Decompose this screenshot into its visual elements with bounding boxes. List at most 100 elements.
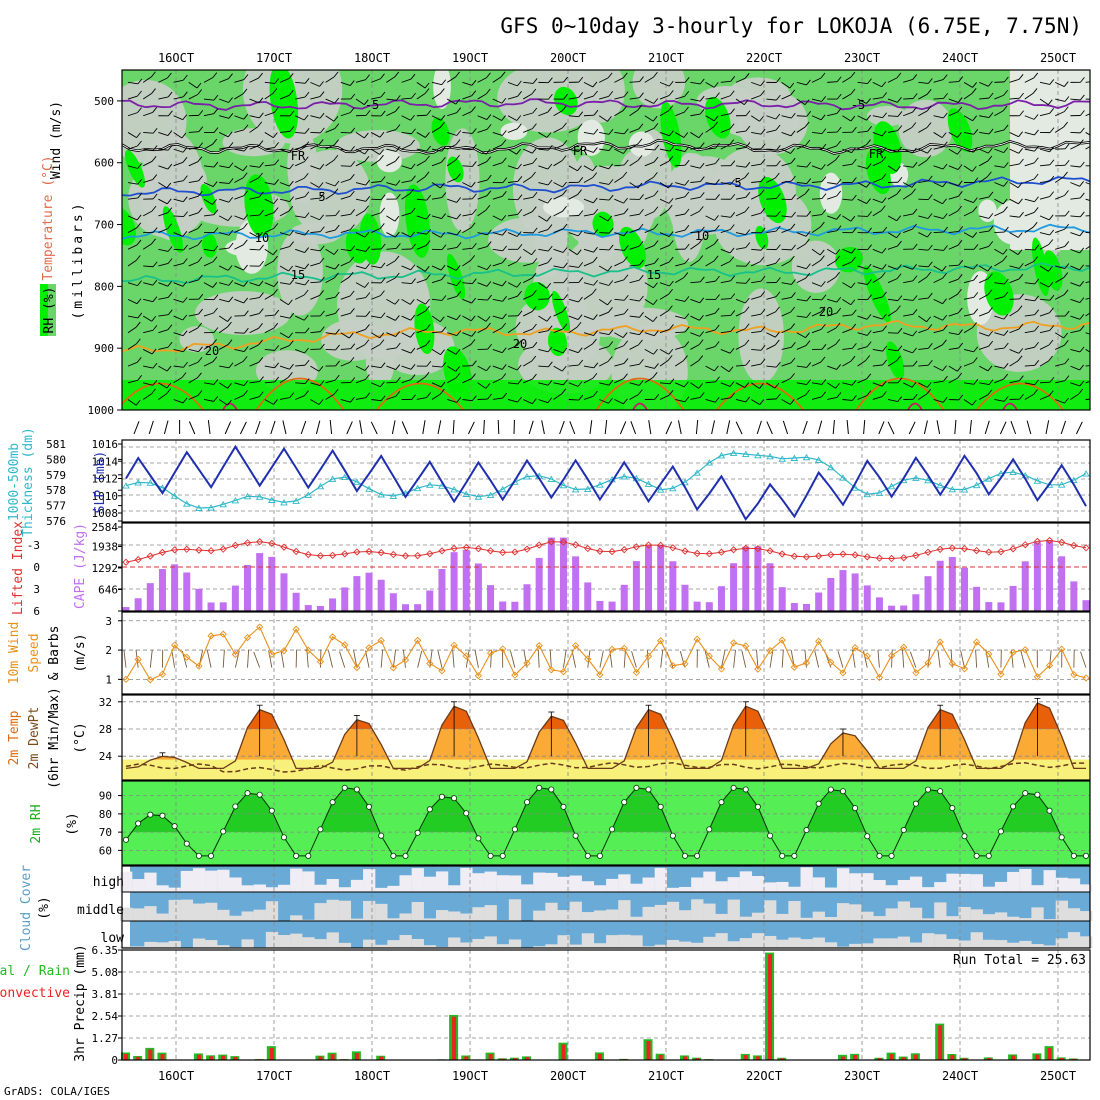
wind-barb (310, 197, 321, 200)
wind-barb-flag (334, 224, 340, 231)
precip-convective-bar (269, 1047, 274, 1060)
wind-barb-flag (1033, 114, 1039, 120)
li-tick-label: 0 (33, 561, 40, 574)
wind-barb-flag (546, 216, 552, 222)
wind-barb (188, 261, 199, 267)
wind-barb-flag (396, 193, 401, 200)
wind-barb-flag (258, 97, 264, 104)
wind-marker (596, 671, 604, 679)
wind-barb-flag (167, 258, 173, 264)
wind-barb-flag (684, 313, 690, 319)
thickness-marker (863, 490, 872, 498)
precip-tick-label: 6.35 (92, 944, 119, 957)
wind-barb (416, 198, 427, 201)
wind-marker (766, 646, 774, 655)
wind-barb (948, 132, 958, 138)
wind-barb-flag (197, 89, 203, 95)
wind-barb (644, 315, 654, 323)
precip-convective-bar (1035, 1054, 1040, 1060)
wind-barb-flag (896, 273, 902, 279)
wind-barb-flag (334, 139, 339, 145)
wind-barb (401, 379, 412, 384)
wind-barb-flag (471, 128, 477, 134)
wind-barb-flag (912, 162, 918, 168)
wind-barb-flag (1064, 190, 1069, 196)
wind-barb (903, 79, 913, 83)
wind-barb-flag (425, 324, 431, 330)
wind-barb-flag (684, 243, 690, 250)
wind-barb-flag (485, 204, 491, 211)
wind-barb (720, 382, 731, 387)
wind-barb-flag (137, 140, 142, 147)
wind-barb-flag (652, 299, 658, 305)
wind-barb (1054, 294, 1065, 300)
wind-barb-flag (501, 280, 507, 287)
cape-bar (960, 567, 968, 611)
wind-barb (751, 194, 761, 200)
wind-barb-flag (136, 357, 142, 363)
cape-bar (900, 605, 908, 611)
temp-frame (121, 694, 1091, 781)
cape-bar (292, 592, 300, 611)
wind-barb-flag (486, 365, 491, 372)
wind-barb (978, 176, 988, 183)
wind-barb (522, 93, 533, 100)
wind-barb-flag (227, 215, 233, 221)
cloud-middle-block (618, 900, 631, 921)
wind-barb (735, 98, 745, 106)
wind-barb (127, 298, 138, 305)
wind-barb-flag (213, 327, 219, 333)
wind-barb (903, 148, 913, 154)
wind-barb (659, 261, 670, 267)
wind-barb (279, 198, 290, 202)
rh-dry-patch (379, 192, 400, 237)
wind-barb-flag (1033, 389, 1038, 395)
cloud-high-block (387, 885, 400, 892)
wind-barb-flag (926, 271, 932, 278)
thickness-marker (693, 469, 701, 476)
wind-barb-flag (760, 143, 766, 150)
wind-barb-flag (699, 315, 704, 321)
wind-barb (355, 344, 366, 350)
cape-bar (912, 594, 920, 611)
wind-barb-flag (349, 174, 355, 180)
wind-barb (295, 215, 306, 219)
wind-barb (826, 159, 836, 167)
wind-marker (122, 675, 130, 683)
wind-barb (401, 115, 411, 121)
wind-barb (371, 365, 382, 369)
wind-barb-flag (212, 181, 218, 187)
thickness-marker (122, 482, 130, 489)
wind-barb (887, 77, 898, 83)
wind-barb (720, 215, 731, 218)
wind-barb (614, 298, 625, 301)
wind-barb (827, 195, 837, 200)
wind-barb-flag (532, 227, 538, 234)
li-marker (231, 541, 240, 549)
wind-barb (416, 132, 426, 138)
wind-barb-flag (668, 198, 674, 204)
wind-barb-flag (182, 231, 188, 237)
wind-barb (477, 209, 487, 217)
wind-barb (629, 315, 640, 318)
wind-barb (842, 215, 852, 222)
rh-dry-patch (819, 172, 843, 214)
cloud-middle-block (375, 903, 388, 921)
wind-barb (1039, 232, 1050, 236)
wind-barb (477, 77, 487, 83)
wind-barb (948, 278, 959, 284)
wind-barb (948, 264, 959, 267)
wind-barb (948, 210, 958, 217)
wind-barb-flag (167, 223, 172, 230)
wind-barb-flag (242, 239, 248, 246)
wind-barb-flag (593, 362, 599, 369)
wind-barb (462, 247, 473, 250)
wind-barb-flag (683, 132, 689, 138)
wind-barb (963, 296, 974, 300)
wind-barb (1070, 282, 1080, 287)
rh-marker (475, 835, 482, 842)
wind-barb (827, 312, 837, 317)
wind-barb (173, 148, 184, 153)
cloud-middle-block (338, 900, 352, 921)
wind-barb-flag (578, 296, 583, 303)
